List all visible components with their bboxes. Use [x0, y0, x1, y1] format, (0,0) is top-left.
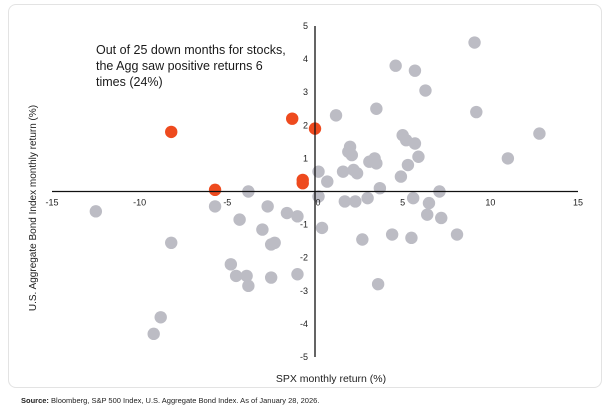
data-point-other-22	[321, 175, 334, 188]
data-point-other-16	[280, 206, 294, 220]
data-point-other-56	[450, 228, 464, 241]
data-point-other-8	[240, 269, 253, 283]
data-point-other-18	[291, 268, 304, 281]
data-point-other-24	[336, 165, 350, 178]
x-tick-label-2: -5	[223, 198, 231, 208]
y-tick-label-7: -2	[300, 253, 308, 263]
data-point-other-21	[312, 165, 325, 178]
data-point-other-17	[291, 210, 304, 223]
source-label: Source:	[21, 396, 49, 405]
data-point-other-50	[412, 150, 425, 163]
x-tick-label-1: -10	[133, 198, 146, 208]
y-tick-label-4: 1	[303, 153, 308, 163]
points-layer	[89, 36, 546, 341]
data-point-other-14	[268, 236, 281, 250]
y-tick-label-8: -3	[300, 286, 308, 296]
x-tick-label-4: 5	[400, 198, 405, 208]
x-tick-label-5: 10	[485, 198, 495, 208]
data-point-other-1	[165, 236, 178, 250]
data-point-other-59	[501, 152, 515, 165]
source-note: Source: Bloomberg, S&P 500 Index, U.S. A…	[21, 396, 319, 405]
data-point-other-2	[154, 311, 167, 324]
data-point-other-41	[389, 59, 402, 72]
data-point-other-34	[361, 191, 374, 205]
data-point-other-39	[371, 277, 385, 291]
x-tick-label-3: 0	[315, 198, 320, 208]
data-point-highlight-5	[296, 177, 309, 190]
data-point-other-6	[229, 269, 243, 283]
data-point-other-57	[468, 36, 481, 49]
data-point-other-55	[435, 211, 448, 225]
x-tick-label-0: -15	[45, 198, 58, 208]
data-point-other-25	[338, 195, 352, 208]
data-point-other-48	[408, 64, 422, 77]
data-point-other-42	[394, 170, 408, 183]
data-point-other-3	[147, 327, 160, 341]
data-point-other-12	[261, 200, 274, 213]
data-point-other-40	[385, 228, 399, 241]
data-point-other-0	[89, 205, 103, 218]
data-point-other-47	[406, 191, 420, 205]
chart-annotation: Out of 25 down months for stocks, the Ag…	[96, 43, 286, 89]
y-tick-label-2: 3	[303, 87, 308, 97]
data-point-other-51	[419, 84, 432, 97]
data-point-other-11	[256, 223, 269, 236]
data-point-other-4	[208, 200, 222, 213]
y-tick-label-1: 4	[303, 54, 308, 64]
x-tick-label-6: 15	[573, 198, 583, 208]
data-point-other-7	[233, 213, 246, 226]
data-point-other-9	[242, 279, 255, 293]
data-point-other-28	[345, 148, 359, 162]
data-point-other-53	[422, 196, 436, 210]
x-axis-label: SPX monthly return (%)	[276, 373, 386, 385]
data-point-other-38	[373, 181, 387, 195]
data-point-highlight-0	[165, 125, 178, 139]
data-point-highlight-3	[208, 183, 222, 197]
y-tick-label-6: -1	[300, 220, 308, 230]
data-point-other-60	[533, 127, 546, 140]
data-point-other-31	[350, 167, 364, 180]
data-point-other-52	[421, 208, 434, 221]
data-point-other-37	[370, 157, 383, 170]
y-tick-label-10: -5	[300, 352, 308, 362]
y-tick-label-0: 5	[303, 21, 308, 31]
data-point-other-15	[264, 271, 278, 284]
source-text: Bloomberg, S&P 500 Index, U.S. Aggregate…	[51, 396, 320, 405]
data-point-other-58	[470, 105, 483, 119]
chart-card	[8, 4, 602, 388]
data-point-other-5	[224, 258, 238, 271]
data-point-other-45	[405, 231, 418, 245]
y-tick-label-3: 2	[303, 120, 308, 130]
data-point-other-49	[408, 137, 422, 150]
data-point-other-30	[349, 195, 362, 208]
y-tick-labels: 5 4 3 2 1 -1 -2 -3 -4 -5	[300, 21, 308, 362]
data-point-other-32	[356, 233, 369, 246]
data-point-other-23	[329, 109, 343, 122]
data-point-highlight-1	[286, 112, 299, 125]
data-point-other-20	[315, 221, 329, 235]
data-point-other-36	[370, 102, 383, 115]
data-point-other-46	[401, 158, 415, 172]
y-tick-label-9: -4	[300, 319, 308, 329]
x-tick-labels: -15 -10 -5 0 5 10 15	[45, 198, 583, 208]
y-axis-label: U.S. Aggregate Bond Index monthly return…	[28, 105, 39, 311]
